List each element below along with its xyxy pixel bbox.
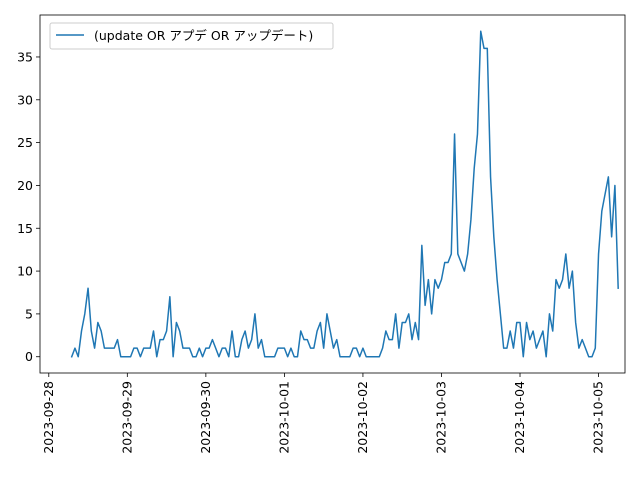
y-tick-label: 35 xyxy=(17,49,33,64)
y-axis-ticks: 0 5 10 15 20 25 30 35 xyxy=(17,49,40,364)
y-tick-label: 5 xyxy=(25,306,33,321)
y-tick-label: 10 xyxy=(17,264,33,279)
legend: (update OR アプデ OR アップデート) xyxy=(49,22,334,50)
x-tick-label: 2023-10-04 xyxy=(512,381,527,454)
y-tick-label: 15 xyxy=(17,221,33,236)
x-tick-label: 2023-10-03 xyxy=(433,381,448,454)
plot-frame xyxy=(39,14,626,374)
x-tick-label: 2023-09-29 xyxy=(119,381,134,454)
series-line xyxy=(70,30,619,358)
x-tick-label: 2023-10-02 xyxy=(355,381,370,454)
y-tick-label: 25 xyxy=(17,135,33,150)
x-axis-ticks: 2023-09-28 2023-09-29 2023-09-30 2023-10-01… xyxy=(41,373,606,454)
y-tick-label: 20 xyxy=(17,178,33,193)
x-tick-label: 2023-10-01 xyxy=(276,381,291,454)
x-tick-label: 2023-10-05 xyxy=(591,381,606,454)
legend-label: (update OR アプデ OR アップデート) xyxy=(94,28,313,43)
y-tick-label: 30 xyxy=(17,92,33,107)
x-tick-label: 2023-09-28 xyxy=(41,381,56,454)
legend-box xyxy=(49,22,334,50)
x-tick-label: 2023-09-30 xyxy=(198,381,213,454)
y-tick-label: 0 xyxy=(25,349,33,364)
